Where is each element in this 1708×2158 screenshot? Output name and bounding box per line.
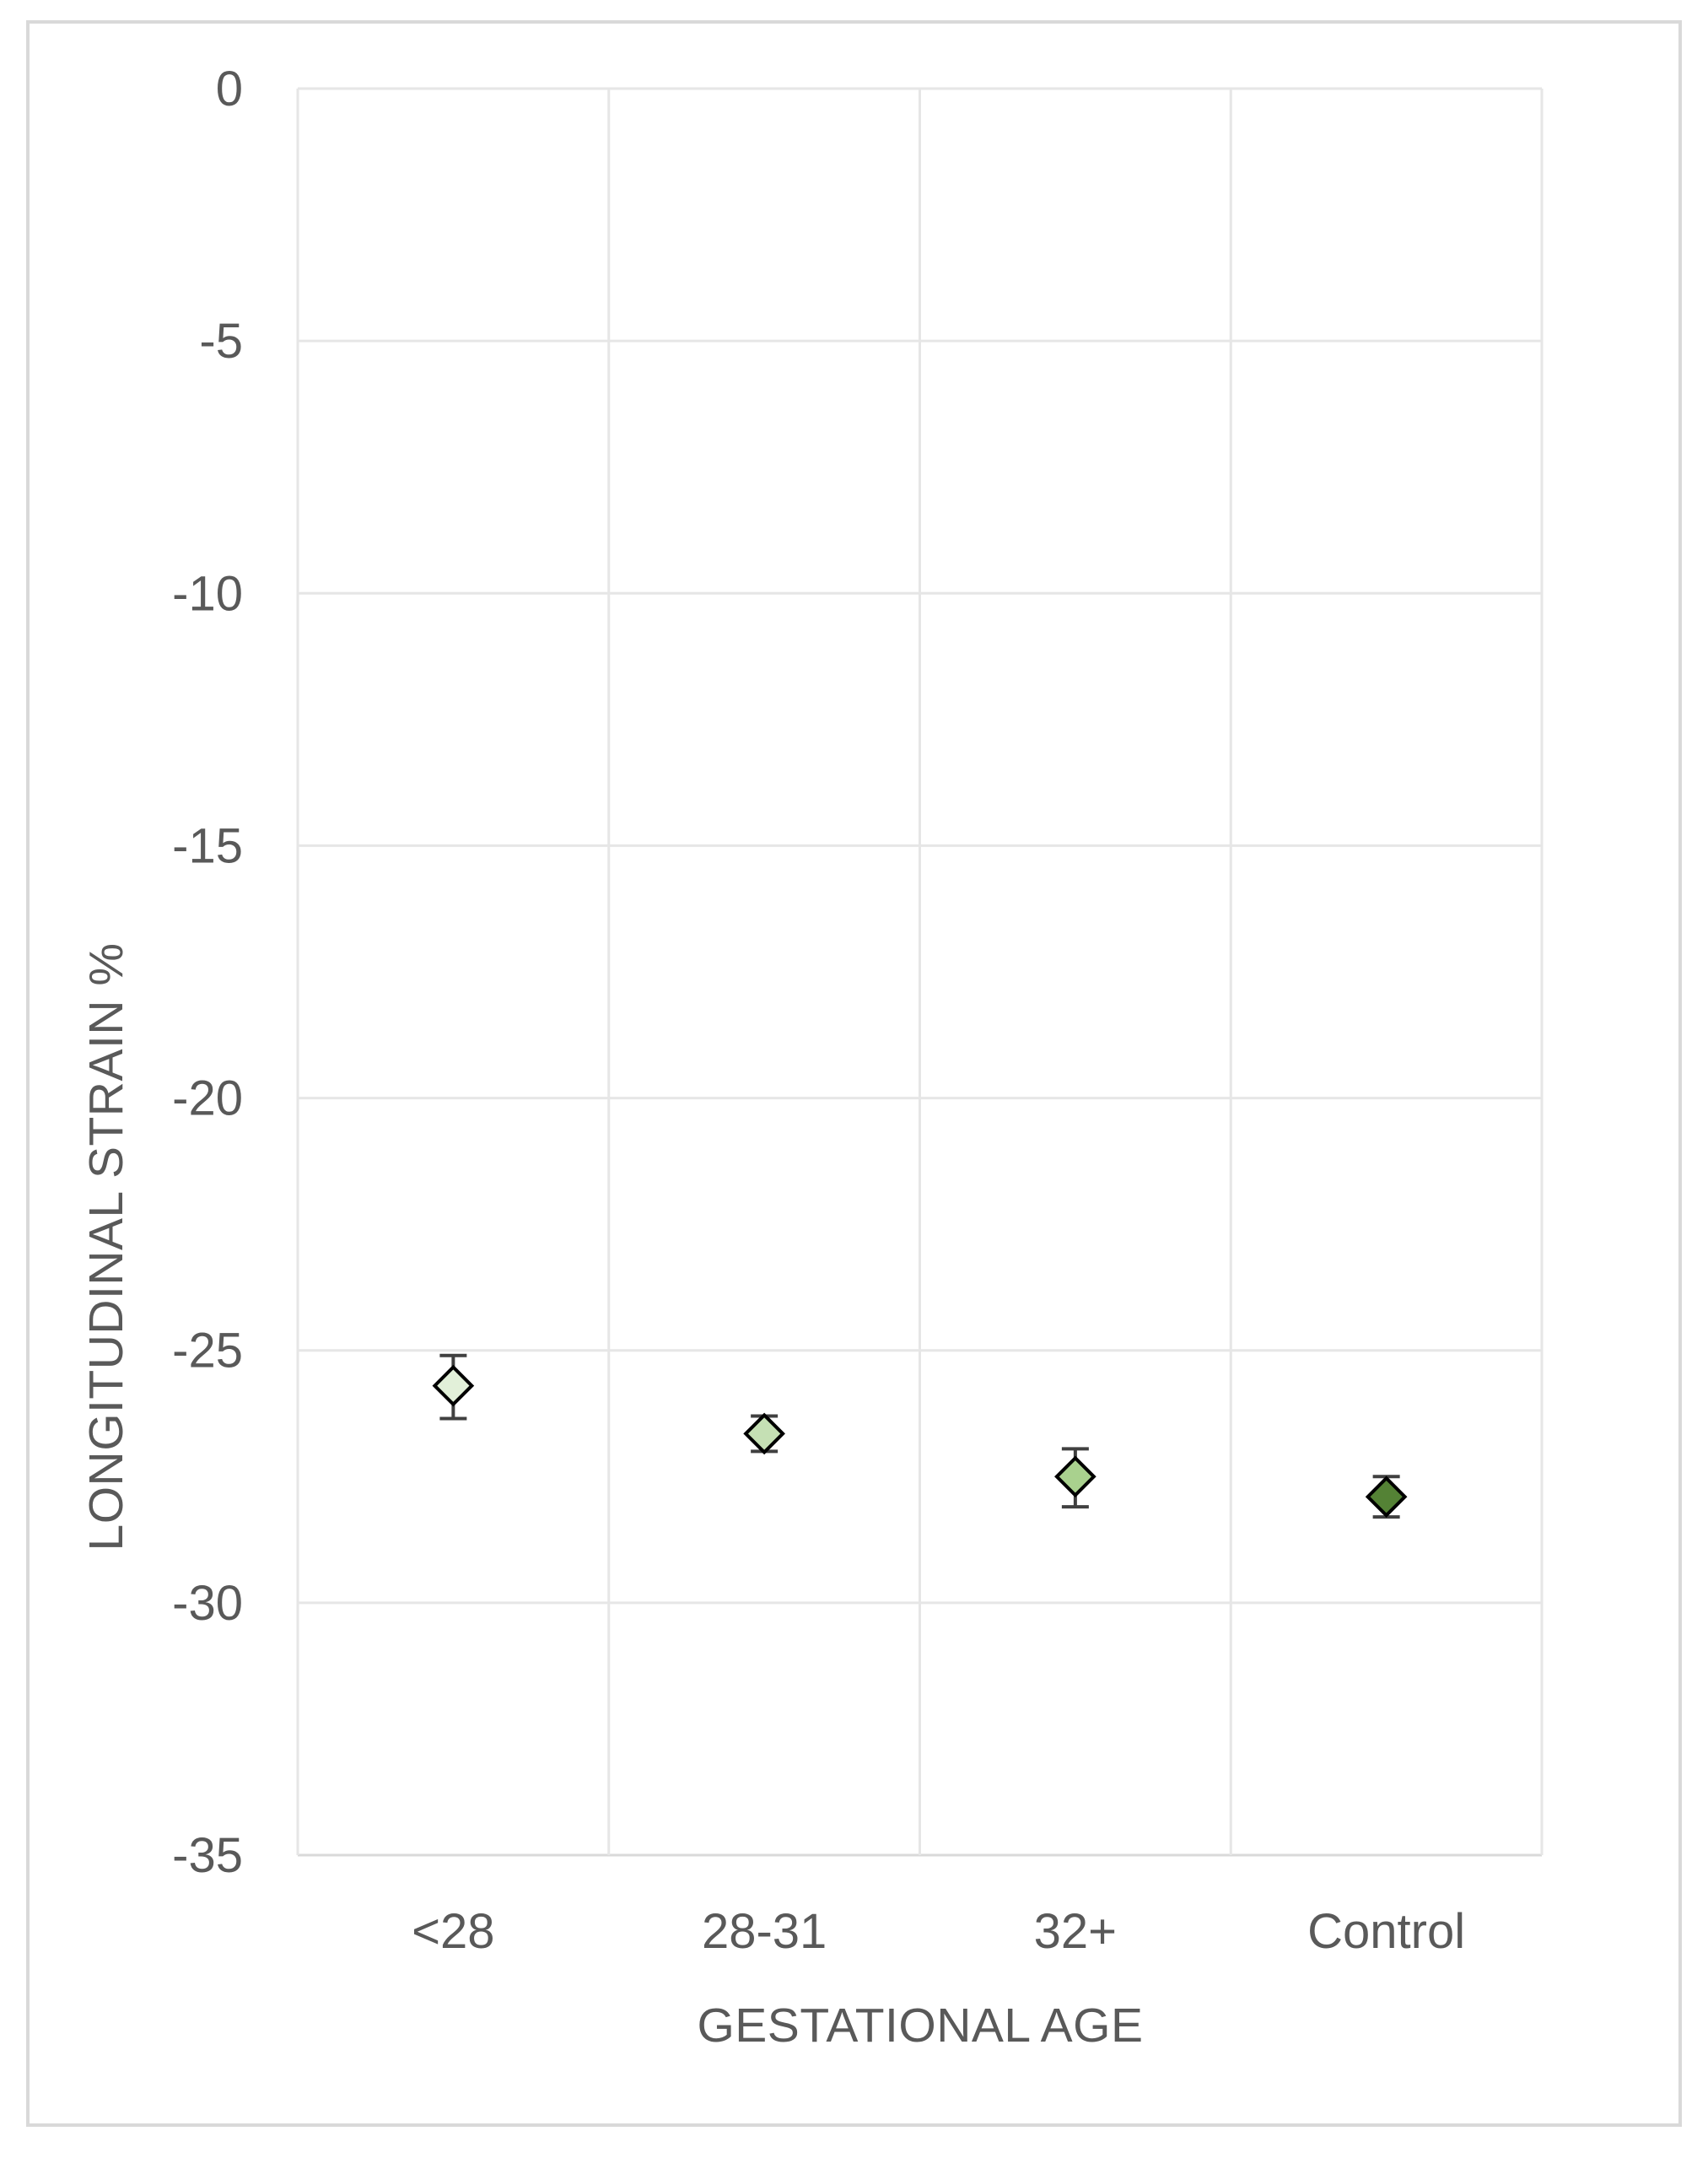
x-tick-label: <28 <box>412 1904 494 1959</box>
y-tick-label: -25 <box>172 1324 243 1378</box>
y-tick-label: -5 <box>199 314 243 369</box>
y-tick-label: -20 <box>172 1071 243 1126</box>
y-axis-tick-labels: 0 -5 -10 -15 -20 -25 -30 -35 <box>172 62 243 1883</box>
y-tick-label: -15 <box>172 818 243 873</box>
data-point <box>1054 1455 1096 1498</box>
data-point <box>743 1412 785 1455</box>
data-point <box>432 1364 475 1407</box>
x-tick-label: Control <box>1307 1904 1465 1959</box>
gridlines <box>296 87 1544 1857</box>
data-point <box>1365 1476 1408 1519</box>
x-tick-label: 32+ <box>1034 1904 1117 1959</box>
y-axis-title: LONGITUDINAL STRAIN % <box>79 943 133 1551</box>
y-tick-label: 0 <box>216 62 243 116</box>
y-tick-label: -30 <box>172 1576 243 1631</box>
y-tick-label: -35 <box>172 1828 243 1883</box>
x-axis-tick-labels: <28 28-31 32+ Control <box>412 1904 1465 1959</box>
x-axis-title: GESTATIONAL AGE <box>697 1999 1143 2053</box>
data-points <box>432 1364 1408 1519</box>
chart-frame <box>26 20 1682 2127</box>
y-tick-label: -10 <box>172 566 243 621</box>
x-tick-label: 28-31 <box>702 1904 827 1959</box>
